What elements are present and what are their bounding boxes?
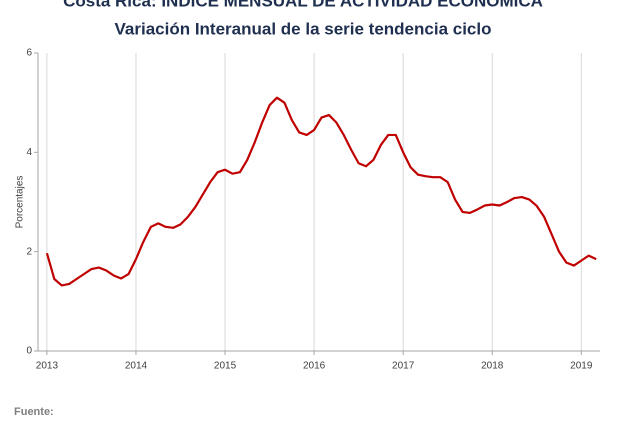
y-tick-label: 0 bbox=[26, 346, 32, 357]
data-line bbox=[45, 96, 597, 287]
chart-title: Costa Rica: ÍNDICE MENSUAL DE ACTIVIDAD … bbox=[63, 0, 543, 10]
x-tick-label: 2015 bbox=[214, 361, 237, 372]
x-tick-label: 2017 bbox=[392, 361, 415, 372]
x-tick-label: 2016 bbox=[303, 361, 326, 372]
y-axis-label: Porcentajes bbox=[15, 176, 26, 229]
x-tick-label: 2013 bbox=[36, 361, 59, 372]
y-tick-label: 2 bbox=[26, 246, 32, 257]
y-tick-label: 6 bbox=[26, 48, 32, 59]
x-tick-label: 2019 bbox=[570, 361, 593, 372]
source: Fuente: bbox=[14, 406, 54, 418]
chart-subtitle: Variación Interanual de la serie tendenc… bbox=[115, 19, 492, 38]
x-tick-label: 2014 bbox=[125, 361, 148, 372]
x-tick-label: 2018 bbox=[481, 361, 504, 372]
y-tick-label: 4 bbox=[26, 147, 32, 158]
